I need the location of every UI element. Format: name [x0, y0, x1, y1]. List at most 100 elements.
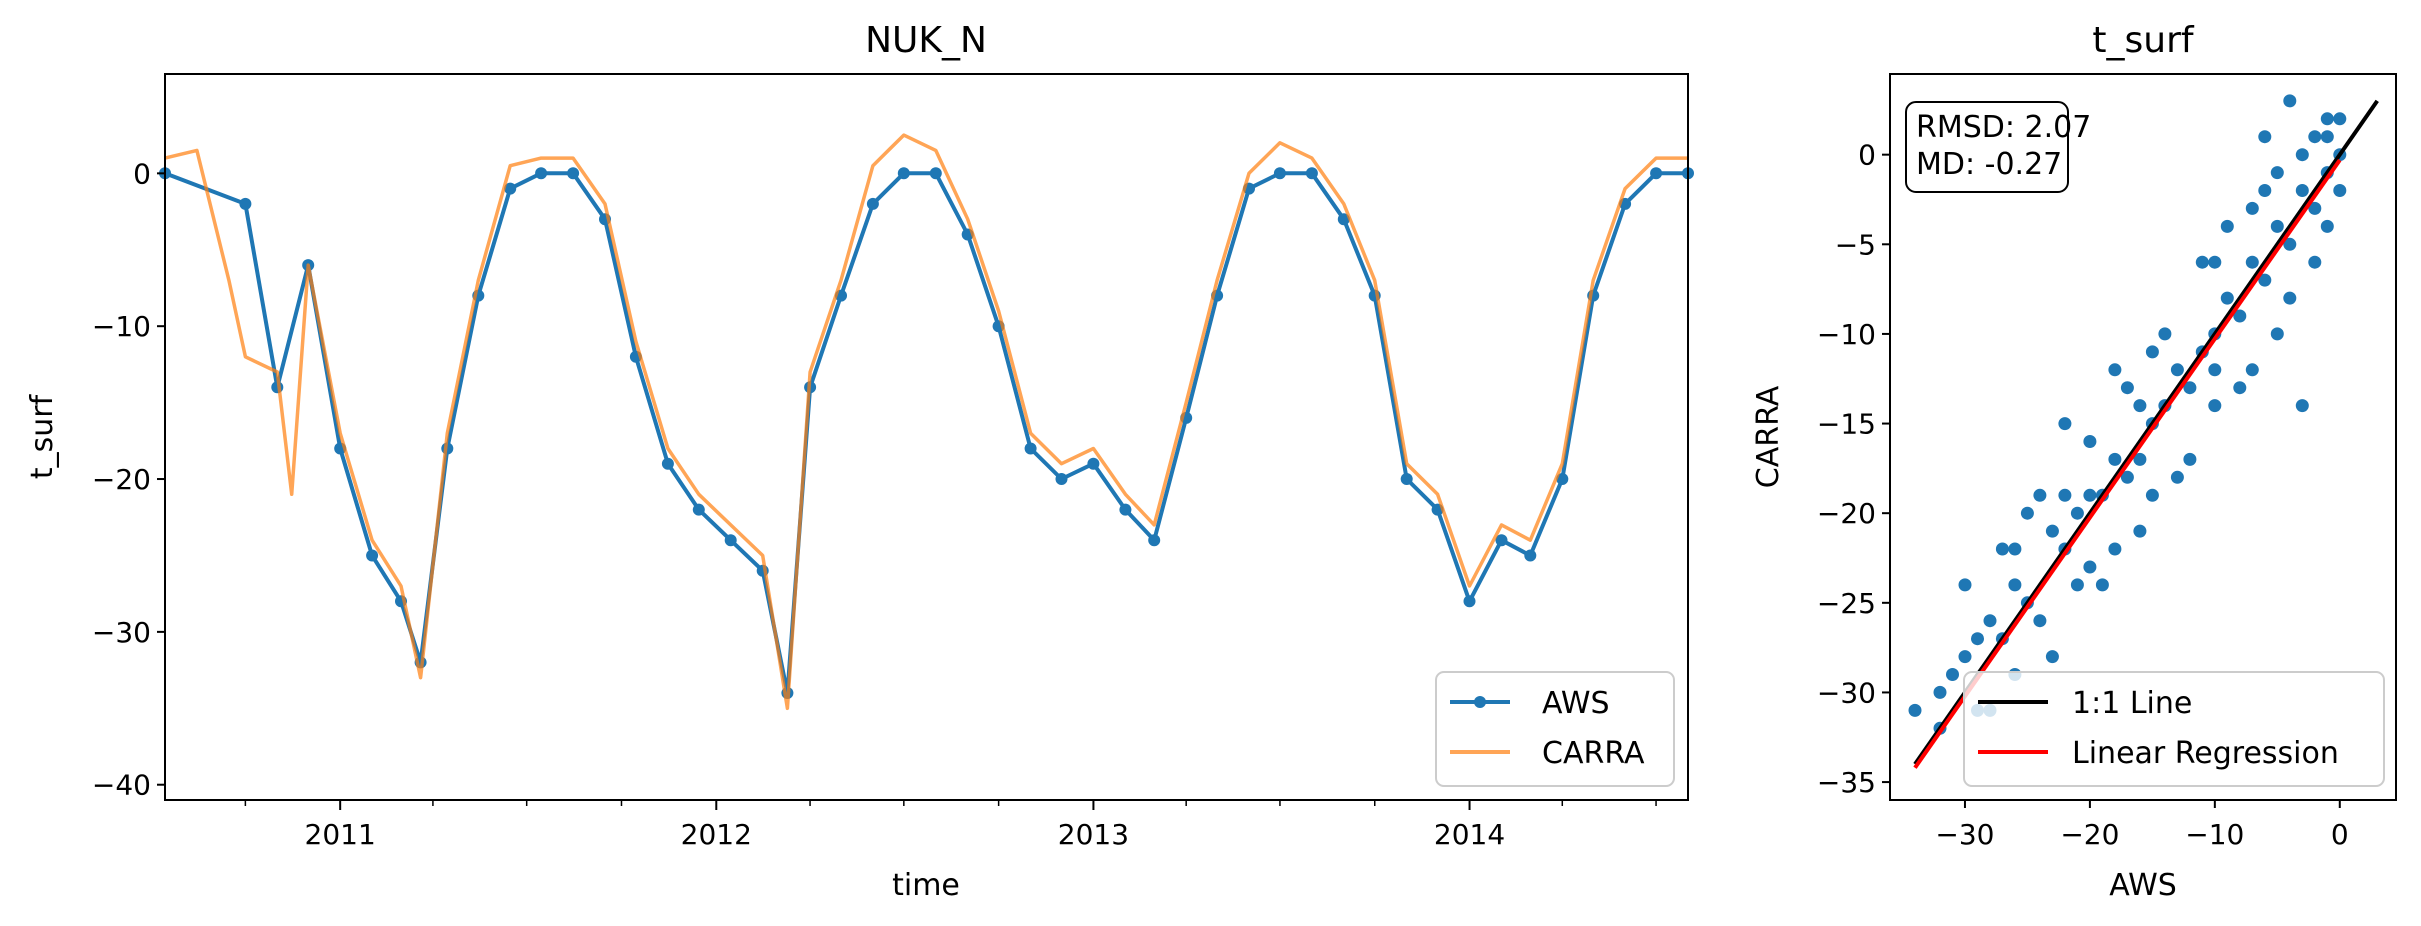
sc-title: t_surf	[2092, 20, 2194, 61]
ts-x-label: time	[892, 868, 960, 903]
ts-title: NUK_N	[865, 20, 987, 61]
ts-series-aws-line	[164, 171, 1688, 695]
sc-legend: 1:1 Line Linear Regression	[1963, 671, 2385, 787]
ts-aws-point-27	[1024, 442, 1037, 455]
sc-point-44	[2283, 94, 2297, 108]
ts-x-tick-label: 2013	[1058, 818, 1129, 851]
sc-point-60	[1995, 542, 2009, 556]
ts-aws-point-43	[1524, 549, 1537, 562]
sc-point-4	[1971, 632, 1984, 646]
sc-point-37	[2208, 255, 2222, 269]
sc-point-52	[2133, 524, 2147, 538]
sc-point-51	[2070, 578, 2084, 592]
scatter-panel: t_surf 0−5−10−15−20−25−30−35 −30 −20 −10 0 …	[1751, 20, 2397, 903]
ts-x-ticks: 2011 2012 2013 2014	[244, 800, 1657, 851]
ts-aws-point-42	[1495, 534, 1508, 547]
ts-aws-point-29	[1087, 457, 1100, 470]
ts-aws-point-17	[724, 534, 737, 547]
sc-point-38	[2270, 166, 2284, 180]
sc-x-label: AWS	[2109, 868, 2177, 903]
ts-aws-point-12	[567, 167, 580, 180]
ts-y-tick-label: −30	[92, 616, 151, 649]
sc-point-13	[2083, 488, 2097, 502]
sc-x-tick-label: −10	[2185, 818, 2244, 851]
sc-point-45	[2058, 417, 2072, 431]
sc-point-78	[2208, 363, 2222, 377]
sc-point-26	[2245, 255, 2259, 269]
ts-aws-point-5	[366, 549, 379, 562]
ts-aws-point-30	[1119, 503, 1132, 516]
ts-aws-point-10	[504, 182, 517, 195]
sc-point-0	[1908, 703, 1922, 717]
sc-point-3	[1958, 650, 1972, 664]
sc-point-40	[2083, 560, 2097, 574]
sc-point-68	[2170, 470, 2184, 484]
sc-y-tick-label: −5	[1835, 228, 1876, 261]
ts-aws-point-36	[1305, 167, 1318, 180]
sc-point-32	[2320, 130, 2334, 144]
sc-point-33	[2333, 112, 2347, 126]
sc-point-79	[2245, 201, 2259, 215]
ts-aws-point-31	[1148, 534, 1161, 547]
sc-point-73	[2295, 148, 2309, 162]
sc-point-48	[1958, 578, 1972, 592]
sc-point-21	[2183, 381, 2197, 395]
ts-y-tick-label: −40	[92, 769, 151, 802]
sc-point-35	[2083, 435, 2097, 448]
ts-aws-point-22	[866, 197, 879, 210]
sc-stats-md: MD: -0.27	[1916, 147, 2062, 182]
sc-legend-oneone-label: 1:1 Line	[2072, 686, 2192, 721]
sc-point-81	[2333, 184, 2347, 197]
sc-point-7	[2008, 542, 2022, 556]
sc-x-tick-label: −20	[2060, 818, 2119, 851]
sc-point-2	[1946, 668, 1959, 681]
sc-legend-box	[1963, 671, 2385, 787]
sc-stats-rmsd: RMSD: 2.07	[1916, 110, 2091, 145]
ts-aws-point-47	[1650, 167, 1663, 180]
ts-plot-area	[159, 133, 1694, 711]
ts-y-tick-label: 0	[133, 157, 151, 190]
sc-point-53	[2183, 452, 2197, 466]
sc-point-47	[2295, 399, 2309, 413]
sc-point-69	[1933, 685, 1947, 699]
sc-legend-regression-label: Linear Regression	[2072, 736, 2339, 771]
sc-point-54	[2233, 381, 2247, 395]
sc-one-to-one-line	[1913, 99, 2379, 766]
sc-point-42	[2208, 399, 2222, 413]
ts-aws-point-15	[661, 457, 674, 470]
sc-x-tick-label: −30	[1935, 818, 1994, 851]
ts-x-tick-label: 2011	[305, 818, 376, 851]
ts-aws-point-37	[1337, 213, 1350, 226]
sc-x-tick-label: 0	[2331, 818, 2349, 851]
ts-y-label: t_surf	[25, 393, 60, 479]
ts-axes-frame	[164, 73, 1689, 801]
sc-point-9	[2033, 614, 2047, 628]
sc-axes-frame	[1889, 73, 2397, 801]
sc-y-tick-label: 0	[1858, 139, 1876, 172]
sc-point-65	[2245, 363, 2259, 377]
sc-point-46	[2108, 363, 2122, 377]
sc-point-43	[2270, 327, 2284, 341]
sc-x-ticks: −30 −20 −10 0	[1935, 800, 2349, 851]
ts-aws-point-28	[1055, 473, 1068, 485]
sc-point-58	[2095, 578, 2109, 592]
sc-point-59	[2045, 650, 2059, 664]
ts-aws-point-39	[1400, 473, 1413, 485]
ts-aws-point-35	[1273, 167, 1286, 180]
sc-point-34	[2020, 506, 2034, 520]
sc-point-20	[2170, 363, 2184, 377]
ts-y-ticks: 0 −10 −20 −30 −40	[92, 157, 165, 802]
ts-aws-point-44	[1556, 473, 1569, 485]
sc-y-tick-label: −35	[1817, 766, 1876, 799]
ts-aws-point-24	[929, 167, 942, 180]
sc-point-16	[2120, 470, 2134, 484]
sc-y-tick-label: −20	[1817, 497, 1876, 530]
sc-point-72	[2258, 184, 2272, 197]
sc-point-57	[2158, 327, 2172, 341]
sc-point-80	[2308, 255, 2322, 269]
sc-regression-line	[1913, 158, 2342, 769]
ts-y-tick-label: −20	[92, 463, 151, 496]
ts-aws-point-23	[897, 167, 910, 180]
sc-point-30	[2295, 184, 2309, 197]
